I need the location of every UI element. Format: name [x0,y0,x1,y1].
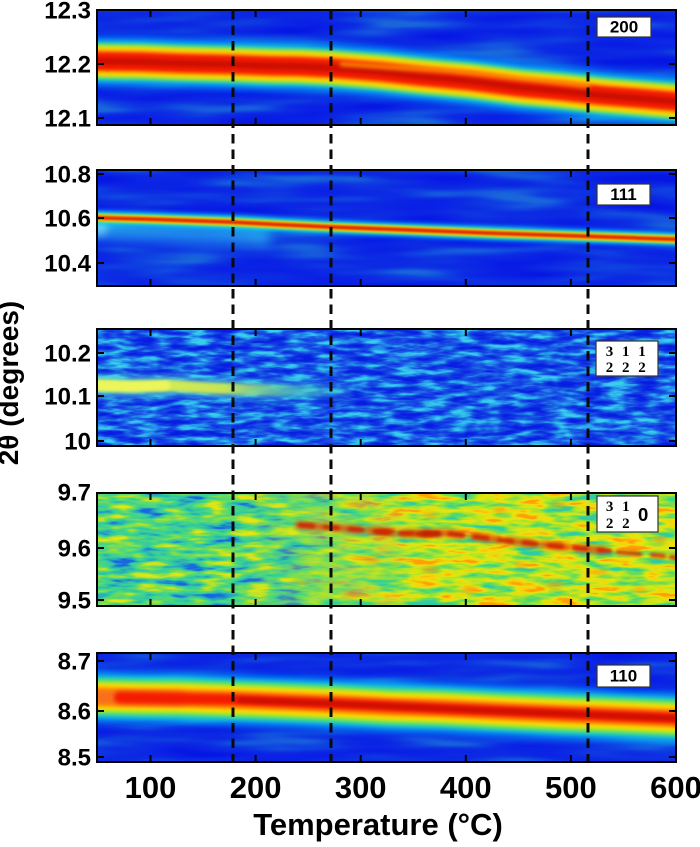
svg-text:12.1: 12.1 [44,106,91,133]
svg-text:10: 10 [64,429,91,456]
svg-text:111: 111 [610,185,637,204]
svg-text:200: 200 [610,18,638,37]
svg-text:400: 400 [440,770,492,805]
svg-text:10.6: 10.6 [44,206,91,233]
svg-text:600: 600 [650,770,700,805]
svg-text:8.5: 8.5 [58,745,91,772]
svg-text:8.7: 8.7 [58,649,91,676]
svg-text:0: 0 [638,504,648,525]
svg-text:10.1: 10.1 [44,384,91,411]
svg-text:3 1 1: 3 1 1 [606,344,649,360]
svg-text:9.7: 9.7 [58,480,91,507]
svg-text:100: 100 [125,770,177,805]
svg-text:2 2: 2 2 [606,516,632,532]
svg-text:2 2 2: 2 2 2 [606,360,649,376]
svg-text:300: 300 [335,770,387,805]
svg-text:10.2: 10.2 [44,341,91,368]
svg-text:12.2: 12.2 [44,52,91,79]
svg-text:200: 200 [230,770,282,805]
svg-text:9.5: 9.5 [58,588,91,615]
svg-text:2θ (degrees): 2θ (degrees) [0,301,24,466]
svg-text:12.3: 12.3 [44,0,91,25]
svg-text:8.6: 8.6 [58,699,91,726]
svg-text:500: 500 [545,770,597,805]
svg-text:110: 110 [610,667,637,686]
svg-text:Temperature (°C): Temperature (°C) [253,807,503,842]
svg-text:9.6: 9.6 [58,536,91,563]
svg-text:3 1: 3 1 [606,499,632,515]
svg-text:10.4: 10.4 [44,251,91,278]
svg-text:10.8: 10.8 [44,162,91,189]
